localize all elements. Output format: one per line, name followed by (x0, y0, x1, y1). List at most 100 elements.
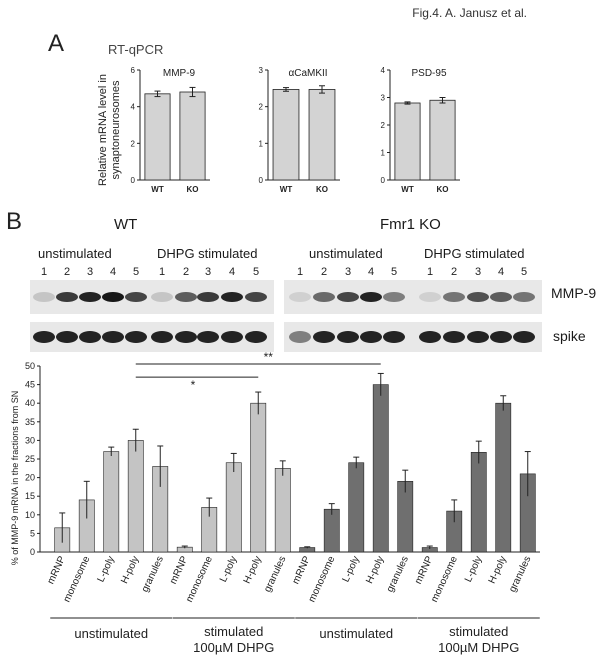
fraction-bar (348, 462, 365, 553)
figure-caption: Fig.4. A. Janusz et al. (412, 6, 527, 20)
mmp9-category-label: KO (187, 185, 199, 194)
fraction-bar (274, 467, 291, 553)
psd95-rtqpcr-chart: 0 1 2 3 4 PSD-95 WT KO (381, 66, 460, 194)
psd95-bar (429, 99, 456, 181)
mmp9-bar (144, 93, 171, 181)
mmp9-band (289, 292, 311, 302)
wt-unstimulated-label: unstimulated (38, 246, 112, 261)
psd95-ytick-label: 3 (381, 94, 386, 103)
spike-band (313, 331, 335, 343)
psd95-chart-title: PSD-95 (411, 68, 446, 79)
fraction-category-label: L-poly (463, 555, 484, 584)
psd95-ytick-label: 4 (381, 66, 386, 75)
fraction-ytick-label: 50 (25, 361, 35, 371)
spike-band (102, 331, 124, 343)
spike-band (289, 331, 311, 343)
fraction-category-label: H-poly (242, 555, 264, 586)
fraction-category-label: granules (262, 555, 288, 594)
camkii-bar (272, 89, 300, 181)
fraction-ytick-label: 30 (25, 435, 35, 445)
fraction-category-label: H-poly (119, 555, 141, 586)
panel-a-letter: A (48, 30, 65, 57)
mmp9-band (56, 292, 78, 302)
fraction-category-label: granules (385, 555, 411, 594)
fraction-ytick-label: 0 (30, 547, 35, 557)
fraction-category-label: mRNP (46, 554, 69, 586)
fmr1-ko-label: Fmr1 KO (380, 216, 441, 233)
lane-number: 5 (133, 266, 139, 278)
spike-band (151, 331, 173, 343)
psd95-category-label: WT (401, 185, 414, 194)
spike-band (337, 331, 359, 343)
fraction-category-label: granules (507, 555, 533, 594)
psd95-ytick-label: 0 (381, 176, 386, 185)
group-label: stimulated (449, 624, 508, 639)
camkii-rtqpcr-chart: 0 1 2 3 αCaMKII WT KO (259, 66, 340, 194)
spike-band (383, 331, 405, 343)
mmp9-category-label: WT (151, 185, 164, 194)
mmp9-band (125, 292, 147, 302)
lane-number: 5 (391, 266, 397, 278)
lane-number: 2 (64, 266, 70, 278)
wt-label: WT (114, 216, 138, 233)
mmp9-band (490, 292, 512, 302)
lane-number: 2 (183, 266, 189, 278)
spike-band (197, 331, 219, 343)
camkii-ytick-label: 1 (259, 139, 264, 148)
spike-band (56, 331, 78, 343)
mmp9-band (221, 292, 243, 302)
fraction-bar (127, 440, 144, 553)
lane-number: 5 (521, 266, 527, 278)
mmp9-band (33, 292, 55, 302)
spike-band (221, 331, 243, 343)
spike-band (245, 331, 267, 343)
lane-number: 3 (475, 266, 481, 278)
mmp9-ytick-label: 0 (131, 176, 136, 185)
spike-band (490, 331, 512, 343)
mmp9-band (245, 292, 267, 302)
mmp9-band (79, 292, 101, 302)
mmp9-band (151, 292, 173, 302)
fraction-ytick-label: 20 (25, 473, 35, 483)
lane-number: 1 (159, 266, 165, 278)
group-label: unstimulated (74, 626, 148, 641)
fraction-ytick-label: 35 (25, 417, 35, 427)
mmp9-band (313, 292, 335, 302)
spike-band (33, 331, 55, 343)
mmp9-band (337, 292, 359, 302)
fraction-bar (103, 451, 120, 553)
significance-double-star: ** (264, 350, 274, 364)
mmp9-band (467, 292, 489, 302)
significance-single-star: * (191, 378, 196, 392)
fraction-category-label: mRNP (413, 554, 436, 586)
fraction-category-label: mRNP (291, 554, 314, 586)
panel-a-ylabel-line1: Relative mRNA level in (97, 74, 109, 186)
ko-dhpg-label: DHPG stimulated (424, 246, 525, 261)
fraction-ytick-label: 40 (25, 398, 35, 408)
mmp9-band (513, 292, 535, 302)
spike-band (419, 331, 441, 343)
lane-number: 1 (427, 266, 433, 278)
group-sublabel: 100µM DHPG (193, 640, 274, 655)
mmp9-ytick-label: 2 (131, 139, 136, 148)
lane-number: 4 (110, 266, 116, 278)
panel-b-letter: B (6, 208, 23, 235)
spike-band (467, 331, 489, 343)
wt-dhpg-label: DHPG stimulated (157, 246, 258, 261)
mmp9-ytick-label: 6 (131, 66, 136, 75)
fraction-bar (470, 452, 487, 553)
lane-number: 1 (41, 266, 47, 278)
psd95-ytick-label: 1 (381, 149, 386, 158)
fraction-category-label: H-poly (364, 555, 386, 586)
lane-number: 4 (229, 266, 235, 278)
lane-number: 3 (345, 266, 351, 278)
fraction-ytick-label: 45 (25, 380, 35, 390)
camkii-ytick-label: 2 (259, 103, 264, 112)
lane-number: 3 (87, 266, 93, 278)
psd95-category-label: KO (437, 185, 449, 194)
mmp9-band (175, 292, 197, 302)
fraction-category-label: L-poly (218, 555, 239, 584)
